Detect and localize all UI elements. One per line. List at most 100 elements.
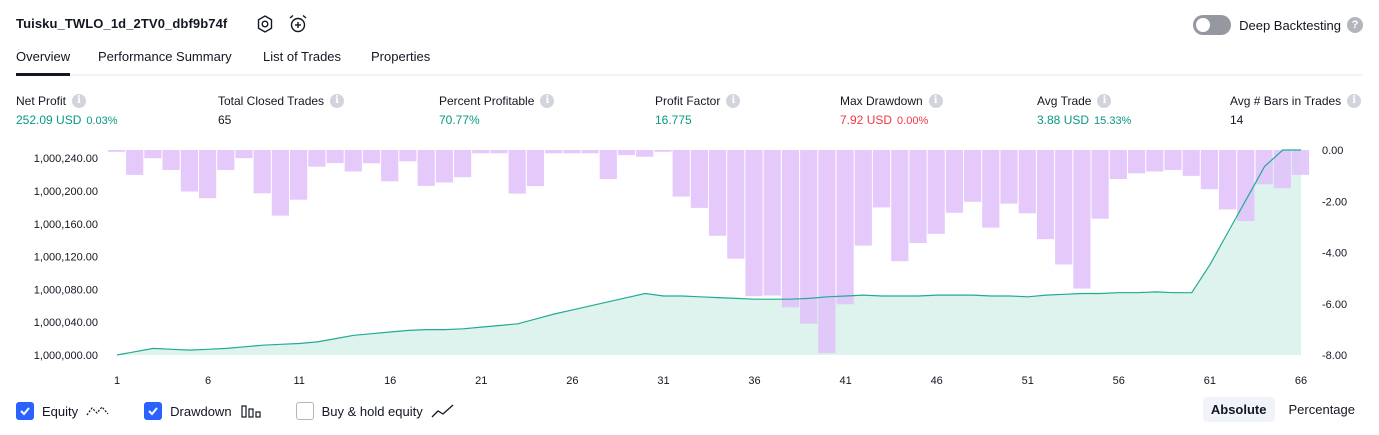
- x-axis-tick: 21: [475, 375, 487, 387]
- drawdown-bar: [144, 150, 162, 159]
- alarm-clock-add-icon[interactable]: [286, 12, 310, 36]
- report-tabs: Overview Performance Summary List of Tra…: [16, 46, 1363, 76]
- metric-value: 65: [218, 113, 232, 127]
- metric-value: 3.88 USD: [1037, 113, 1090, 127]
- drawdown-bar: [271, 150, 289, 216]
- drawdown-bar: [381, 150, 399, 182]
- tab-performance-summary[interactable]: Performance Summary: [98, 49, 232, 64]
- settings-icon[interactable]: [253, 12, 277, 36]
- right-axis-tick: -2.00: [1322, 196, 1347, 208]
- info-icon[interactable]: i: [330, 94, 345, 108]
- drawdown-bar: [435, 150, 453, 183]
- chart-legend: Equity Drawdown Buy & hold equity: [16, 399, 489, 423]
- equity-checkbox[interactable]: [16, 402, 34, 420]
- drawdown-bar: [927, 150, 945, 234]
- metric-label: Percent Profitable: [439, 94, 535, 108]
- drawdown-bar: [654, 150, 672, 152]
- x-axis-tick: 56: [1113, 375, 1125, 387]
- right-axis-tick: -6.00: [1322, 299, 1347, 311]
- drawdown-bar: [362, 150, 381, 164]
- info-icon[interactable]: i: [72, 94, 87, 108]
- drawdown-bar: [872, 150, 891, 208]
- info-icon[interactable]: i: [1097, 94, 1112, 108]
- drawdown-bar: [581, 150, 599, 154]
- drawdown-bar: [891, 150, 909, 262]
- scale-switch: Absolute Percentage: [1197, 397, 1363, 422]
- x-axis-tick: 36: [748, 375, 760, 387]
- drawdown-bar: [1128, 150, 1146, 174]
- drawdown-bar: [1091, 150, 1109, 219]
- tab-properties[interactable]: Properties: [371, 49, 431, 64]
- drawdown-bar: [909, 150, 927, 243]
- legend-drawdown[interactable]: Drawdown: [144, 402, 261, 420]
- info-icon[interactable]: i: [540, 94, 555, 108]
- left-axis-tick: 1,000,120.00: [34, 252, 98, 264]
- x-axis-tick: 66: [1295, 375, 1307, 387]
- metric-percent: 0.03%: [86, 115, 118, 127]
- legend-label: Buy & hold equity: [321, 403, 423, 419]
- metric-value: 16.775: [655, 113, 692, 127]
- x-axis-tick: 1: [114, 375, 120, 387]
- deep-backtesting-toggle[interactable]: [1193, 15, 1232, 35]
- absolute-button[interactable]: Absolute: [1202, 397, 1275, 422]
- percentage-button[interactable]: Percentage: [1288, 402, 1356, 417]
- drawdown-bar: [945, 150, 963, 213]
- legend-equity[interactable]: Equity: [16, 402, 110, 420]
- legend-label: Equity: [42, 403, 79, 419]
- drawdown-bar: [1237, 150, 1255, 221]
- drawdown-bar: [326, 150, 344, 164]
- equity-area: [117, 150, 1301, 355]
- drawdown-checkbox[interactable]: [144, 402, 163, 420]
- drawdown-bar: [672, 150, 690, 197]
- tab-overview[interactable]: Overview: [16, 49, 71, 76]
- metric-label: Profit Factor: [655, 94, 721, 108]
- metric-label: Total Closed Trades: [218, 94, 325, 108]
- metric-percent: 15.33%: [1094, 115, 1132, 127]
- drawdown-bar: [836, 150, 854, 305]
- metric-avg-bars-in-trades: Avg # Bars in Trades i 14: [1230, 94, 1362, 127]
- buy-hold-checkbox[interactable]: [295, 402, 314, 420]
- info-icon[interactable]: i: [1347, 94, 1362, 108]
- drawdown-bar: [1200, 150, 1218, 190]
- drawdown-bar: [781, 150, 800, 308]
- left-axis-tick: 1,000,000.00: [34, 350, 98, 362]
- right-axis-tick: -4.00: [1322, 248, 1347, 260]
- right-axis-tick: 0.00: [1322, 145, 1343, 157]
- metric-value: 14: [1230, 113, 1244, 127]
- drawdown-bar: [617, 150, 636, 156]
- left-axis-tick: 1,000,240.00: [34, 153, 98, 165]
- equity-drawdown-chart[interactable]: 1,000,000.00 1,000,040.00 1,000,080.00 1,00…: [0, 140, 1379, 390]
- legend-buy-hold-equity[interactable]: Buy & hold equity: [295, 402, 455, 420]
- info-icon[interactable]: i: [726, 94, 741, 108]
- left-axis-tick: 1,000,160.00: [34, 219, 98, 231]
- drawdown-bar: [636, 150, 654, 157]
- drawdown-bar: [982, 150, 1000, 228]
- drawdown-bar: [1146, 150, 1164, 172]
- drawdown-bar: [472, 150, 490, 154]
- drawdown-bar: [709, 150, 727, 236]
- info-icon[interactable]: i: [928, 94, 943, 108]
- deep-backtesting-label: Deep Backtesting: [1239, 17, 1341, 33]
- drawdown-bar: [545, 150, 563, 154]
- tab-list-of-trades[interactable]: List of Trades: [263, 49, 342, 64]
- drawdown-bar: [253, 150, 271, 194]
- drawdown-bar: [1036, 150, 1055, 240]
- drawdown-bar: [854, 150, 872, 246]
- drawdown-bar: [126, 150, 144, 175]
- x-axis-tick: 31: [657, 375, 669, 387]
- equity-line-icon: [86, 406, 109, 416]
- drawdown-bar: [107, 150, 126, 152]
- x-axis-tick: 41: [839, 375, 851, 387]
- drawdown-bar: [199, 150, 217, 199]
- drawdown-bar: [454, 150, 472, 178]
- metric-max-drawdown: Max Drawdown i 7.92 USD 0.00%: [840, 94, 943, 127]
- deep-backtesting: Deep Backtesting ?: [1193, 13, 1363, 37]
- help-icon[interactable]: ?: [1347, 17, 1363, 33]
- drawdown-bar: [763, 150, 781, 296]
- drawdown-bar: [1000, 150, 1018, 204]
- metric-label: Net Profit: [16, 94, 67, 108]
- drawdown-bar: [1018, 150, 1036, 214]
- metric-label: Max Drawdown: [840, 94, 923, 108]
- drawdown-bar: [690, 150, 708, 208]
- metric-label: Avg # Bars in Trades: [1230, 94, 1342, 108]
